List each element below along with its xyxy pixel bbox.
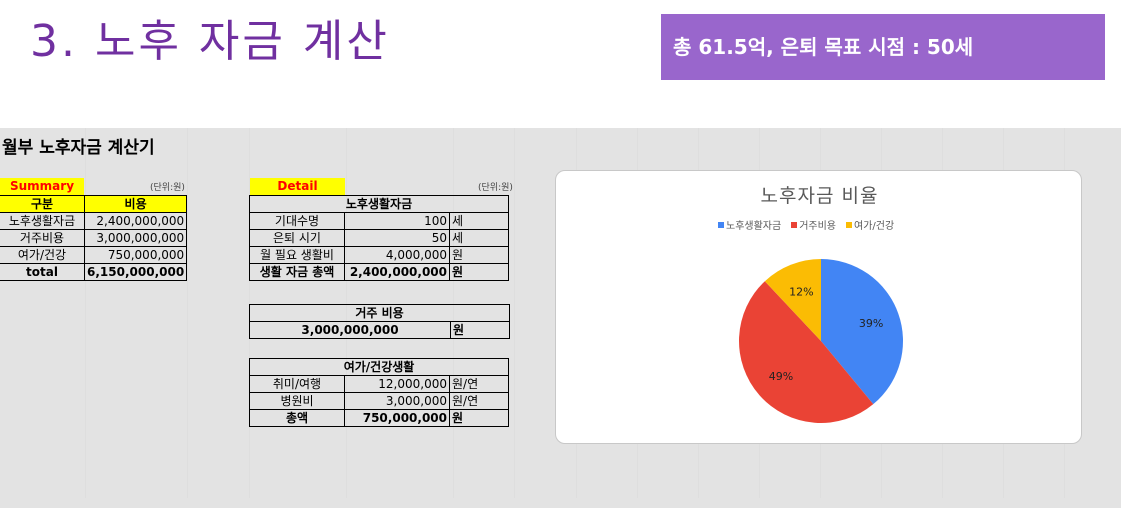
- leisure-health-table: 여가/건강생활 취미/여행 12,000,000 원/연 병원비 3,000,0…: [249, 358, 509, 427]
- detail-row-value[interactable]: 4,000,000: [344, 246, 450, 264]
- pie-slice-3[interactable]: [764, 259, 821, 341]
- living-fund-header[interactable]: 노후생활자금: [249, 195, 509, 213]
- detail-row-name[interactable]: 월 필요 생활비: [249, 246, 345, 264]
- detail-row-value[interactable]: 100: [344, 212, 450, 230]
- detail-row-unit[interactable]: 원: [449, 246, 509, 264]
- summary-total-value[interactable]: 6,150,000,000: [83, 263, 188, 281]
- legend-label: 여가/건강: [854, 221, 895, 232]
- legend-item: 노후생활자금: [718, 217, 781, 232]
- summary-table: 구분 비용 노후생활자금 2,400,000,000 거주비용 3,000,00…: [0, 195, 188, 281]
- detail-row-unit[interactable]: 원/연: [449, 392, 509, 410]
- detail-row-value[interactable]: 750,000,000: [344, 409, 450, 427]
- summary-banner: 총 61.5억, 은퇴 목표 시점 : 50세: [661, 14, 1105, 80]
- pie-chart-card[interactable]: 노후자금 비율 노후생활자금 거주비용 여가/건강 39% 49% 12%: [555, 170, 1082, 444]
- living-fund-table: 노후생활자금 기대수명 100 세 은퇴 시기 50 세 월 필요 생활비 4,…: [249, 195, 509, 281]
- summary-header-category[interactable]: 구분: [0, 195, 85, 213]
- detail-row-unit[interactable]: 원/연: [449, 375, 509, 393]
- summary-header-cost[interactable]: 비용: [83, 195, 188, 213]
- summary-label[interactable]: Summary: [0, 178, 84, 195]
- housing-cost-unit[interactable]: 원: [450, 321, 510, 339]
- legend-label: 거주비용: [799, 221, 837, 232]
- legend-swatch: [791, 221, 798, 228]
- legend-label: 노후생활자금: [726, 221, 782, 232]
- summary-unit: (단위:원): [150, 183, 185, 193]
- detail-row-name[interactable]: 총액: [249, 409, 345, 427]
- column-divider: [514, 128, 515, 498]
- detail-row-name[interactable]: 은퇴 시기: [249, 229, 345, 247]
- detail-row-unit[interactable]: 원: [449, 409, 509, 427]
- pie-slice-label: 12%: [789, 285, 813, 298]
- detail-row-name[interactable]: 취미/여행: [249, 375, 345, 393]
- detail-row-unit[interactable]: 세: [449, 212, 509, 230]
- leisure-health-header[interactable]: 여가/건강생활: [249, 358, 509, 376]
- column-divider: [187, 128, 188, 498]
- summary-row-value[interactable]: 2,400,000,000: [83, 212, 188, 230]
- detail-row-value[interactable]: 3,000,000: [344, 392, 450, 410]
- summary-row-name[interactable]: 거주비용: [0, 229, 85, 247]
- summary-total-label[interactable]: total: [0, 263, 85, 281]
- detail-row-unit[interactable]: 원: [449, 263, 509, 281]
- housing-cost-table: 거주 비용 3,000,000,000 원: [249, 304, 510, 339]
- legend-swatch: [846, 221, 853, 228]
- summary-row-value[interactable]: 3,000,000,000: [83, 229, 188, 247]
- pie-slice-1[interactable]: [821, 259, 903, 405]
- detail-row-value[interactable]: 2,400,000,000: [344, 263, 450, 281]
- legend-item: 여가/건강: [846, 217, 894, 232]
- pie-slice-label: 39%: [859, 317, 883, 330]
- detail-row-name[interactable]: 병원비: [249, 392, 345, 410]
- sheet-title: 월부 노후자금 계산기: [2, 138, 155, 158]
- housing-cost-value[interactable]: 3,000,000,000: [249, 321, 451, 339]
- detail-row-unit[interactable]: 세: [449, 229, 509, 247]
- housing-cost-header[interactable]: 거주 비용: [249, 304, 510, 322]
- column-divider: [85, 128, 86, 498]
- pie-slice-2[interactable]: [739, 281, 874, 423]
- slide-title: 3. 노후 자금 계산: [30, 16, 390, 67]
- legend-item: 거주비용: [791, 217, 836, 232]
- chart-title: 노후자금 비율: [760, 185, 879, 207]
- detail-row-name[interactable]: 기대수명: [249, 212, 345, 230]
- detail-row-name[interactable]: 생활 자금 총액: [249, 263, 345, 281]
- detail-unit: (단위:원): [478, 183, 513, 193]
- detail-row-value[interactable]: 50: [344, 229, 450, 247]
- chart-legend: 노후생활자금 거주비용 여가/건강: [718, 217, 894, 232]
- pie-chart: 39% 49% 12%: [739, 259, 903, 423]
- detail-row-value[interactable]: 12,000,000: [344, 375, 450, 393]
- legend-swatch: [718, 221, 724, 228]
- summary-row-name[interactable]: 노후생활자금: [0, 212, 85, 230]
- summary-row-value[interactable]: 750,000,000: [83, 246, 188, 264]
- detail-label[interactable]: Detail: [250, 178, 345, 195]
- pie-slice-label: 49%: [769, 370, 793, 383]
- summary-row-name[interactable]: 여가/건강: [0, 246, 85, 264]
